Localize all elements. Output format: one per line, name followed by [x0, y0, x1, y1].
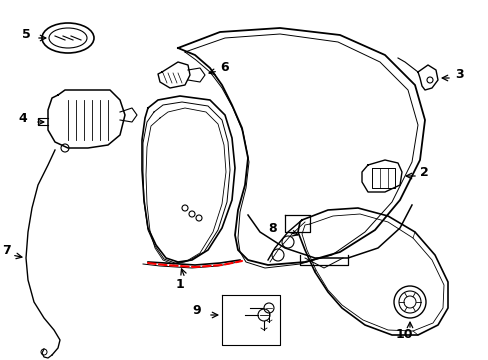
- Text: 7: 7: [2, 244, 11, 257]
- Text: 2: 2: [419, 166, 428, 179]
- Text: 6: 6: [220, 60, 228, 73]
- Text: 1: 1: [175, 279, 184, 292]
- Text: 5: 5: [22, 27, 31, 41]
- Text: 9: 9: [192, 305, 200, 318]
- Text: 4: 4: [18, 112, 27, 125]
- Text: 10: 10: [394, 328, 412, 341]
- Text: 8: 8: [267, 221, 276, 234]
- Text: 3: 3: [454, 68, 463, 81]
